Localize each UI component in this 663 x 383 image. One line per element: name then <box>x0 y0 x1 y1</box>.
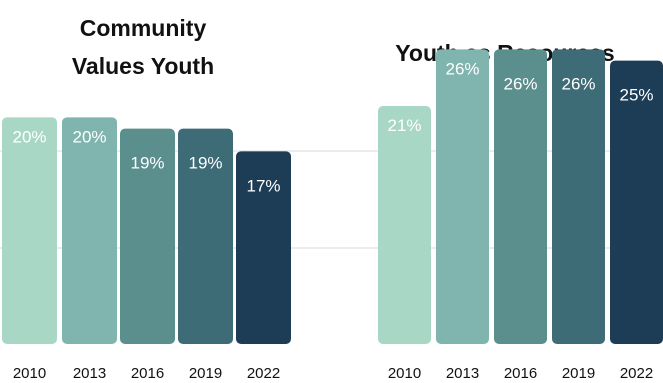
bar-value-label: 26% <box>561 74 595 93</box>
chart-community-values-youth: Community Values Youth 20% 20% 19% 19% 17% 2… <box>0 15 320 382</box>
bar-value-label: 20% <box>12 127 46 146</box>
x-tick-label: 2013 <box>446 365 479 382</box>
x-tick-label: 2010 <box>13 365 46 382</box>
bar-value-label: 21% <box>387 116 421 135</box>
bar-value-label: 25% <box>619 86 653 105</box>
x-tick-label: 2022 <box>247 365 280 382</box>
chart-bar-labels: 21% 26% 26% 26% 25% <box>387 59 653 135</box>
chart-bar-labels: 20% 20% 19% 19% 17% <box>12 127 280 195</box>
x-tick-label: 2016 <box>131 365 164 382</box>
chart-bars <box>378 49 663 345</box>
x-tick-label: 2013 <box>73 365 106 382</box>
chart-x-ticks: 2010 2013 2016 2019 2022 <box>388 365 653 382</box>
bar-2022 <box>610 60 663 345</box>
x-tick-label: 2022 <box>620 365 653 382</box>
bar-2010 <box>378 106 431 344</box>
chart-x-ticks: 2010 2013 2016 2019 2022 <box>13 365 280 382</box>
bar-2010 <box>2 117 57 344</box>
bar-value-label: 19% <box>130 154 164 173</box>
bar-value-label: 17% <box>246 176 280 195</box>
x-tick-label: 2016 <box>504 365 537 382</box>
chart-youth-as-resources: Youth as Resources 21%26%26%26%25% 20102… <box>320 40 663 382</box>
bar-2013 <box>436 49 489 344</box>
bar-value-label: 20% <box>72 127 106 146</box>
bar-value-label: 26% <box>445 59 479 78</box>
chart-bars <box>2 117 291 344</box>
chart-grid <box>320 150 663 249</box>
x-tick-label: 2019 <box>562 365 595 382</box>
x-tick-label: 2019 <box>189 365 222 382</box>
bar-2016 <box>120 128 175 344</box>
bar-2016 <box>494 49 547 344</box>
bar-2019 <box>552 49 605 344</box>
bar-2019 <box>178 128 233 344</box>
chart-title-line-1: Community <box>80 15 207 41</box>
x-tick-label: 2010 <box>388 365 421 382</box>
chart-title-line-2: Values Youth <box>72 53 214 79</box>
bar-value-label: 26% <box>503 74 537 93</box>
bar-2022 <box>236 151 291 344</box>
bar-value-label: 19% <box>188 154 222 173</box>
bar-2013 <box>62 117 117 344</box>
